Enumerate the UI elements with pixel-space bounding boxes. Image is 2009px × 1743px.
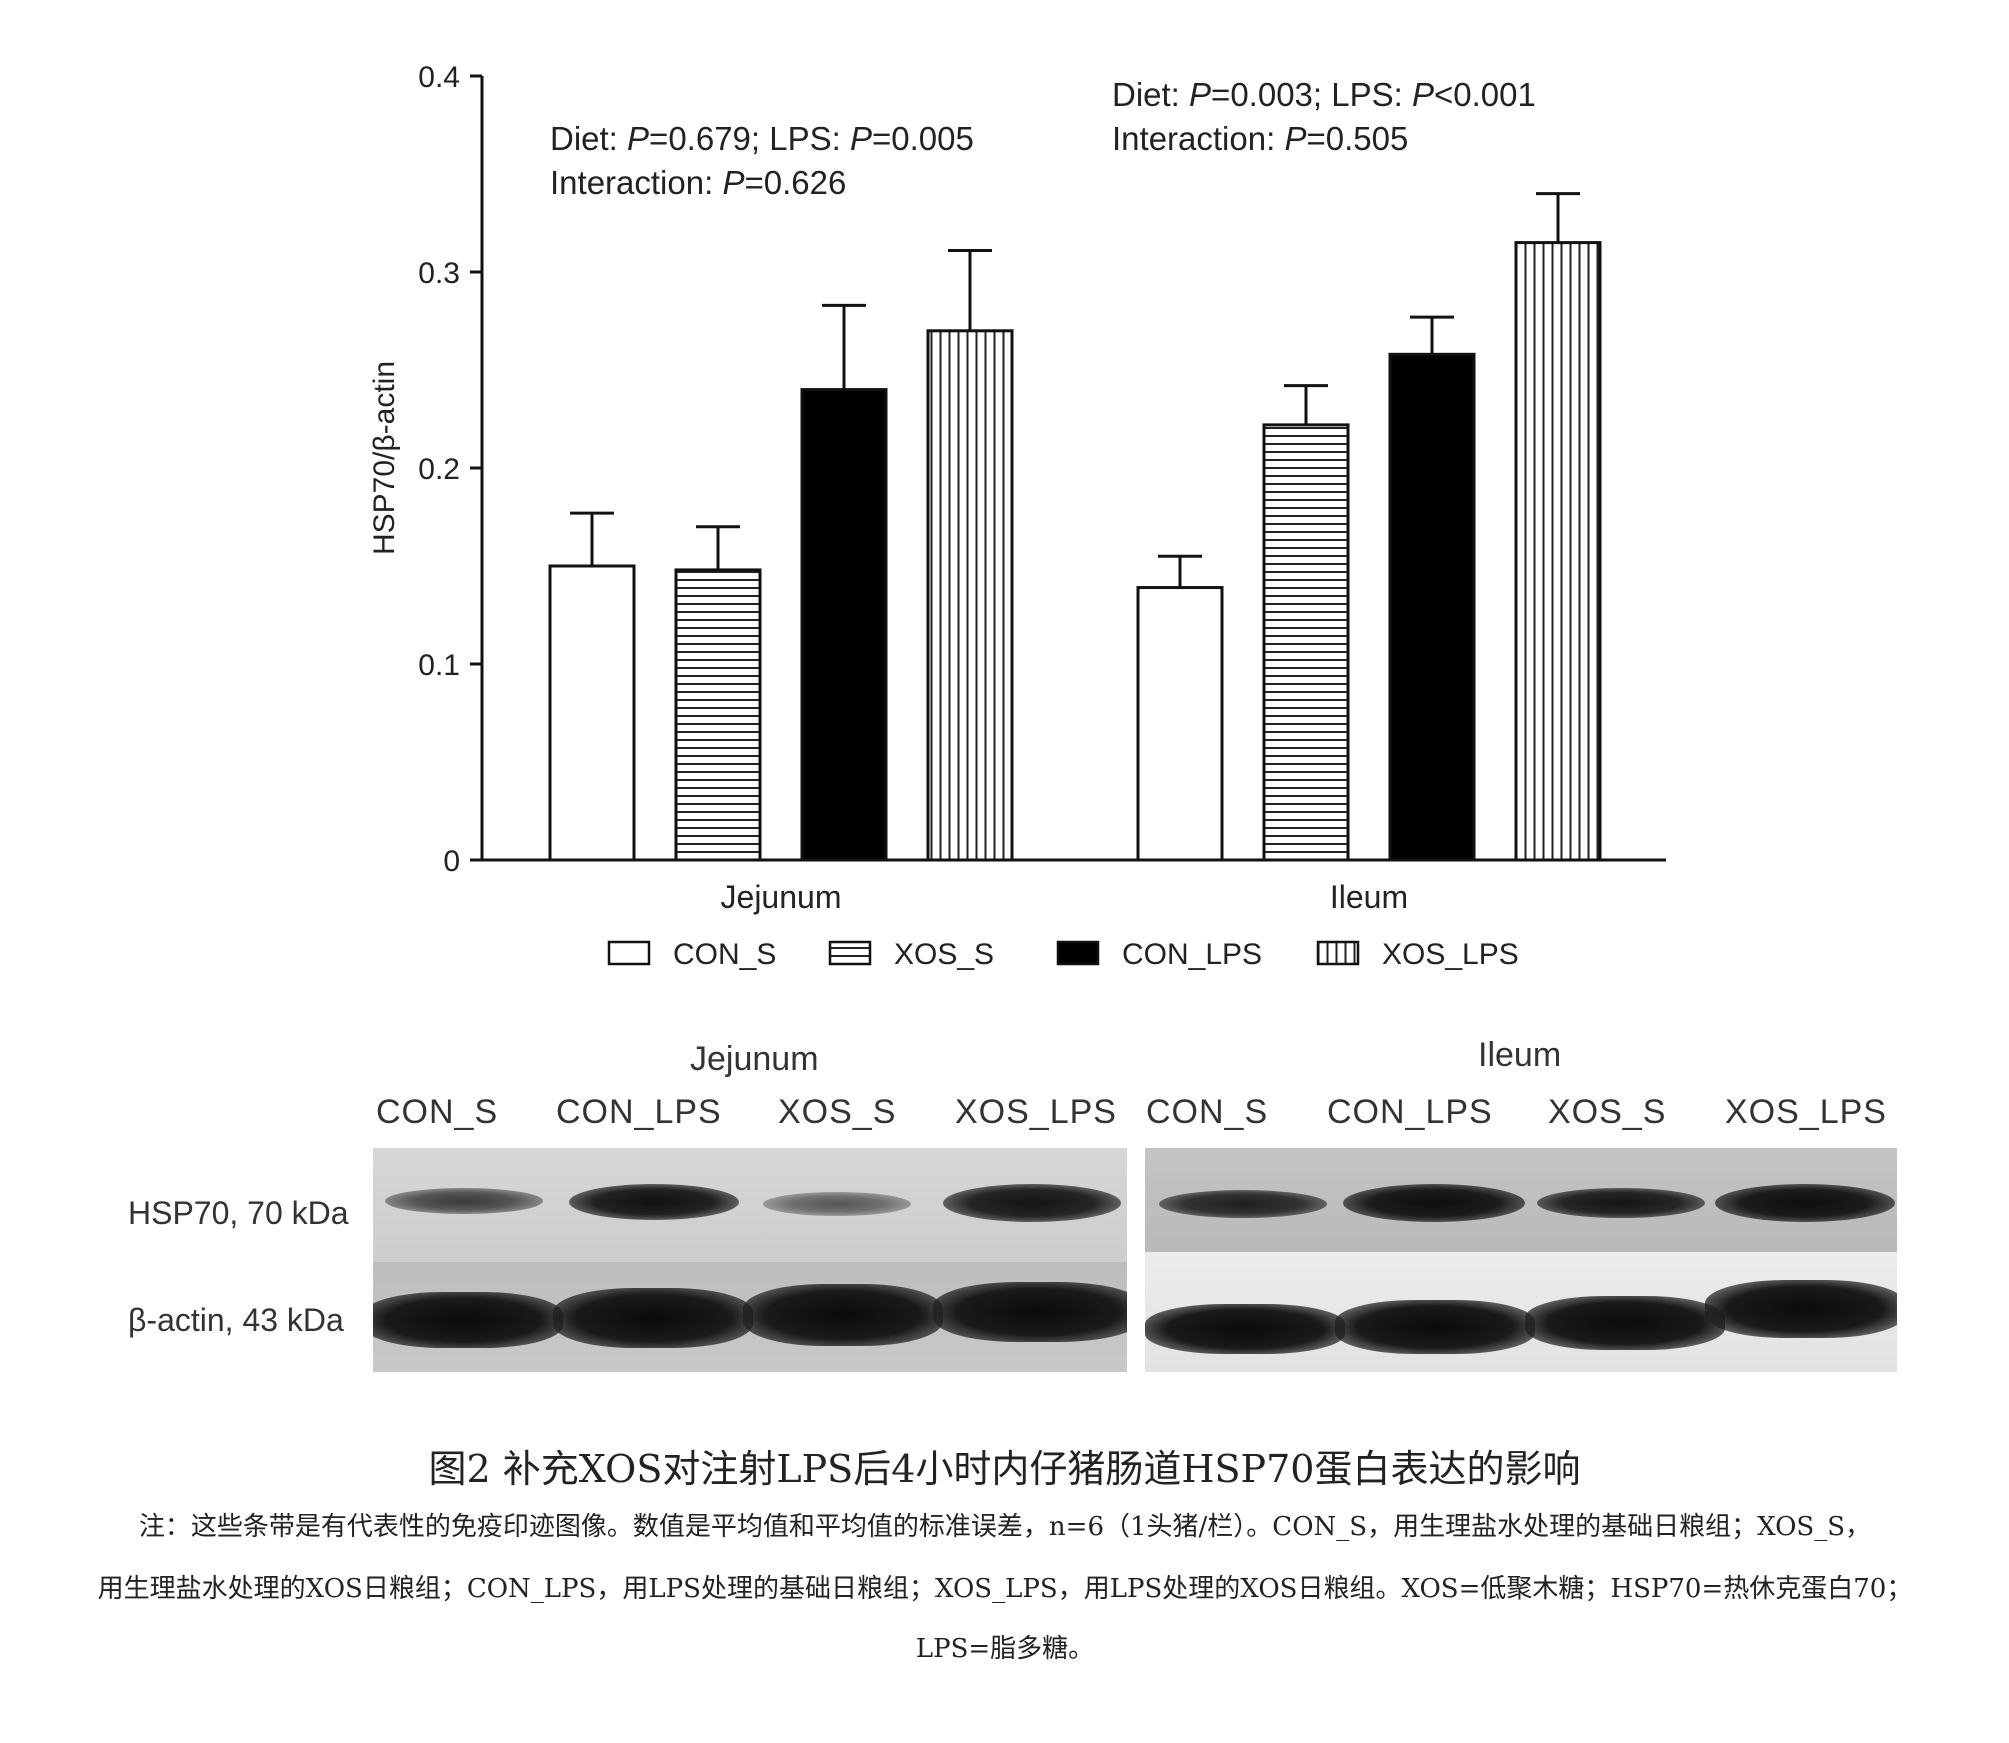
lane-label-jejunum-con-s: CON_S — [376, 1093, 499, 1131]
band — [933, 1282, 1127, 1342]
band — [743, 1284, 943, 1346]
figure-note-line-3: LPS=脂多糖。 — [915, 1634, 1095, 1664]
lane-label-ileum-con-lps: CON_LPS — [1327, 1093, 1493, 1131]
y-tick-label: 0.4 — [418, 61, 460, 94]
lane-label-ileum-xos-lps: XOS_LPS — [1725, 1093, 1887, 1131]
blot-panel-jejunum-beta-actin — [373, 1262, 1127, 1372]
blot-panel-jejunum-hsp70 — [373, 1148, 1127, 1262]
bar-xos-s — [1262, 423, 1350, 862]
blot-title-jejunum: Jejunum — [690, 1040, 819, 1078]
bar-xos-s — [674, 568, 762, 862]
legend-label-xos-lps: XOS_LPS — [1382, 938, 1519, 971]
band — [763, 1192, 911, 1216]
annotation-jejunum-line-2: Interaction: P=0.626 — [550, 164, 846, 201]
annotation-jejunum-line-1: Diet: P=0.679; LPS: P=0.005 — [550, 120, 974, 157]
band — [373, 1292, 563, 1348]
blot-title-ileum: Ileum — [1478, 1036, 1562, 1074]
band — [1343, 1184, 1525, 1222]
legend-label-xos-s: XOS_S — [894, 938, 994, 971]
annotation-ileum-line-2: Interaction: P=0.505 — [1112, 120, 1408, 157]
band — [1705, 1280, 1897, 1338]
lane-label-ileum-con-s: CON_S — [1146, 1093, 1269, 1131]
band — [1145, 1304, 1345, 1354]
band — [1715, 1184, 1895, 1222]
x-category-label: Jejunum — [721, 879, 842, 915]
bar-con-s — [548, 564, 636, 862]
legend-swatch-xos-lps — [1316, 940, 1360, 966]
bar-xos-lps — [926, 329, 1014, 862]
y-tick-label: 0.3 — [418, 257, 460, 290]
y-tick-label: 0.2 — [418, 453, 460, 486]
bars — [548, 192, 1602, 862]
figure-note-line-2: 用生理盐水处理的XOS日粮组；CON_LPS，用LPS处理的基础日粮组；XOS_… — [97, 1574, 1913, 1604]
y-axis-label: HSP70/β-actin — [368, 361, 401, 555]
row-label-hsp70: HSP70, 70 kDa — [128, 1195, 349, 1231]
legend-label-con-s: CON_S — [673, 938, 776, 971]
lane-label-jejunum-con-lps: CON_LPS — [556, 1093, 722, 1131]
legend-label-con-lps: CON_LPS — [1122, 938, 1262, 971]
lane-label-jejunum-xos-lps: XOS_LPS — [955, 1093, 1117, 1131]
band — [943, 1184, 1121, 1222]
legend: CON_S XOS_S CON_LPS XOS_LPS — [607, 938, 1519, 971]
bar-con-s — [1136, 586, 1224, 862]
lane-label-ileum-xos-s: XOS_S — [1548, 1093, 1667, 1131]
band — [1537, 1188, 1705, 1218]
legend-swatch-xos-s — [828, 940, 872, 966]
band — [385, 1188, 543, 1214]
band — [1335, 1300, 1535, 1354]
legend-swatch-con-lps — [1056, 940, 1100, 966]
figure-note-line-1: 注：这些条带是有代表性的免疫印迹图像。数值是平均值和平均值的标准误差，n=6（1… — [138, 1512, 1872, 1542]
annotation-ileum-line-1: Diet: P=0.003; LPS: P<0.001 — [1112, 76, 1536, 113]
legend-swatch-con-s — [607, 940, 651, 966]
lane-label-jejunum-xos-s: XOS_S — [778, 1093, 897, 1131]
x-category-label: Ileum — [1330, 879, 1408, 915]
bar-chart: 0 0.1 0.2 0.3 0.4 HSP70/β-actin Jejunum Ileum D… — [368, 61, 1666, 971]
band — [1525, 1296, 1725, 1350]
blot-panel-ileum-beta-actin — [1145, 1252, 1897, 1372]
bar-con-lps — [800, 388, 888, 862]
band — [569, 1184, 739, 1220]
band — [1159, 1190, 1327, 1218]
annotations: Diet: P=0.679; LPS: P=0.005 Interaction: … — [550, 76, 1536, 201]
band — [553, 1288, 753, 1348]
figure-title: 图2 补充XOS对注射LPS后4小时内仔猪肠道HSP70蛋白表达的影响 — [428, 1447, 1581, 1491]
bar-con-lps — [1388, 352, 1476, 862]
bar-xos-lps — [1514, 241, 1602, 862]
row-label-beta-actin: β-actin, 43 kDa — [128, 1302, 344, 1338]
blot-panel-ileum-hsp70 — [1145, 1148, 1897, 1252]
y-tick-label: 0 — [443, 845, 460, 878]
y-tick-label: 0.1 — [418, 649, 460, 682]
